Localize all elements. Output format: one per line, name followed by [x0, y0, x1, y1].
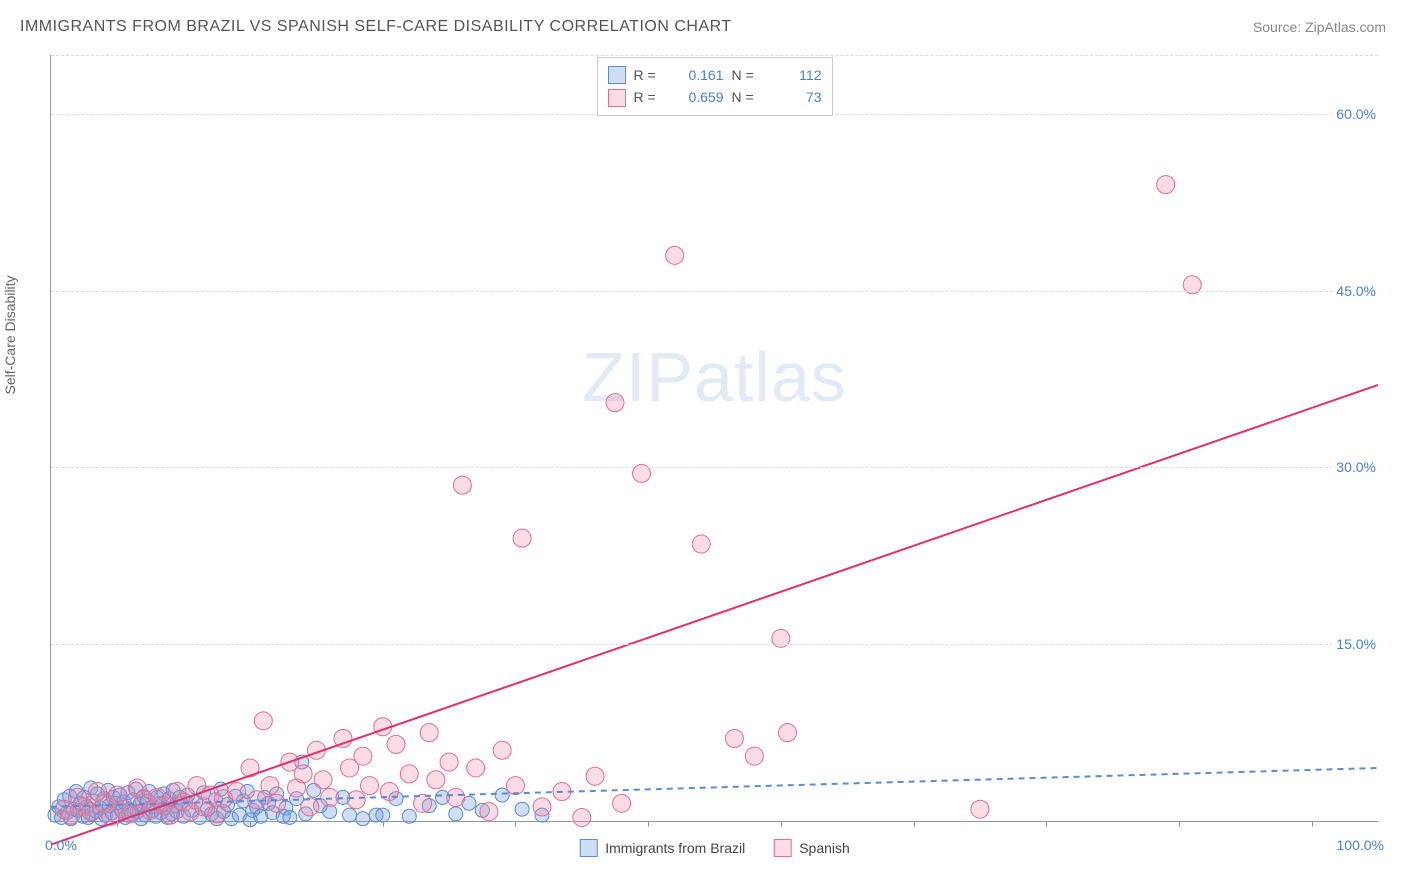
x-tick-mark	[515, 821, 516, 827]
legend-swatch-spanish	[608, 89, 626, 107]
data-point-spanish	[613, 794, 631, 812]
legend-swatch-brazil	[608, 66, 626, 84]
data-point-spanish	[493, 741, 511, 759]
data-point-spanish	[400, 765, 418, 783]
data-point-spanish	[254, 712, 272, 730]
data-point-spanish	[467, 759, 485, 777]
legend-item-spanish: Spanish	[773, 839, 850, 857]
chart-title: IMMIGRANTS FROM BRAZIL VS SPANISH SELF-C…	[20, 18, 732, 36]
legend-row-spanish: R = 0.659 N = 73	[608, 86, 822, 108]
data-point-brazil	[356, 812, 370, 826]
data-point-spanish	[480, 803, 498, 821]
x-tick-mark	[781, 821, 782, 827]
plot-svg	[51, 55, 1378, 821]
data-point-brazil	[283, 810, 297, 824]
x-tick-mark	[648, 821, 649, 827]
gridline	[51, 291, 1378, 292]
data-point-spanish	[447, 788, 465, 806]
data-point-spanish	[321, 788, 339, 806]
y-tick-label: 30.0%	[1332, 459, 1380, 475]
data-point-spanish	[971, 800, 989, 818]
legend-label-spanish: Spanish	[799, 840, 850, 856]
x-axis-max-label: 100.0%	[1337, 837, 1384, 853]
data-point-brazil	[495, 788, 509, 802]
data-point-spanish	[161, 806, 179, 824]
data-point-spanish	[261, 777, 279, 795]
chart-plot-area: ZIPatlas R = 0.161 N = 112 R = 0.659 N =…	[50, 55, 1378, 822]
x-tick-mark	[383, 821, 384, 827]
data-point-spanish	[506, 777, 524, 795]
y-tick-label: 45.0%	[1332, 283, 1380, 299]
data-point-spanish	[354, 747, 372, 765]
x-tick-mark	[914, 821, 915, 827]
gridline	[51, 55, 1378, 56]
legend-row-brazil: R = 0.161 N = 112	[608, 64, 822, 86]
legend-label-brazil: Immigrants from Brazil	[605, 840, 745, 856]
data-point-spanish	[314, 771, 332, 789]
data-point-spanish	[573, 808, 591, 826]
gridline	[51, 467, 1378, 468]
trend-line-spanish	[51, 385, 1378, 845]
data-point-spanish	[420, 724, 438, 742]
source-label: Source: ZipAtlas.com	[1253, 19, 1386, 35]
y-tick-label: 60.0%	[1332, 106, 1380, 122]
data-point-spanish	[513, 529, 531, 547]
data-point-spanish	[294, 765, 312, 783]
data-point-spanish	[533, 798, 551, 816]
data-point-spanish	[360, 777, 378, 795]
data-point-spanish	[347, 791, 365, 809]
x-tick-mark	[1179, 821, 1180, 827]
legend-swatch-spanish-bottom	[773, 839, 791, 857]
data-point-spanish	[606, 394, 624, 412]
data-point-spanish	[745, 747, 763, 765]
data-point-spanish	[440, 753, 458, 771]
legend-item-brazil: Immigrants from Brazil	[579, 839, 745, 857]
data-point-spanish	[725, 730, 743, 748]
data-point-spanish	[778, 724, 796, 742]
data-point-spanish	[692, 535, 710, 553]
data-point-spanish	[228, 783, 246, 801]
data-point-spanish	[666, 246, 684, 264]
data-point-brazil	[449, 807, 463, 821]
chart-header: IMMIGRANTS FROM BRAZIL VS SPANISH SELF-C…	[20, 18, 1386, 36]
data-point-spanish	[268, 794, 286, 812]
x-axis-min-label: 0.0%	[45, 837, 77, 853]
legend-stats: R = 0.161 N = 112 R = 0.659 N = 73	[597, 57, 833, 116]
legend-swatch-brazil-bottom	[579, 839, 597, 857]
data-point-spanish	[387, 735, 405, 753]
x-tick-mark	[250, 821, 251, 827]
data-point-spanish	[1157, 176, 1175, 194]
gridline	[51, 644, 1378, 645]
data-point-spanish	[453, 476, 471, 494]
data-point-brazil	[376, 808, 390, 822]
data-point-spanish	[586, 767, 604, 785]
y-axis-label: Self-Care Disability	[2, 275, 18, 394]
data-point-brazil	[343, 808, 357, 822]
legend-series: Immigrants from Brazil Spanish	[579, 839, 850, 857]
data-point-spanish	[427, 771, 445, 789]
data-point-brazil	[402, 809, 416, 823]
y-tick-label: 15.0%	[1332, 636, 1380, 652]
x-tick-mark	[1312, 821, 1313, 827]
x-tick-mark	[1046, 821, 1047, 827]
data-point-spanish	[301, 798, 319, 816]
data-point-brazil	[515, 802, 529, 816]
x-tick-mark	[117, 821, 118, 827]
